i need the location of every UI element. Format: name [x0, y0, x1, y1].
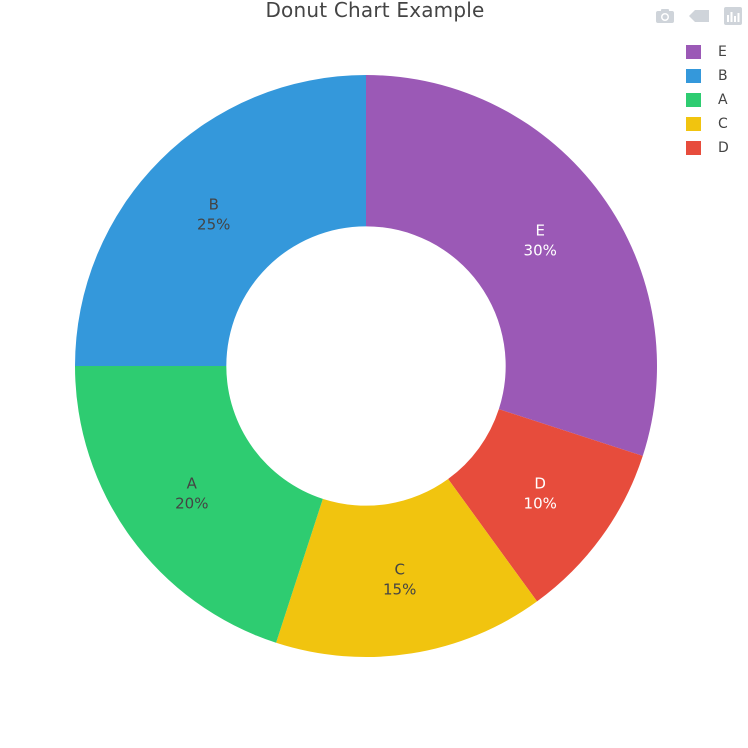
slice-e[interactable]: [366, 75, 657, 456]
slice-label-a: A: [187, 475, 198, 493]
legend-item-c[interactable]: C: [686, 112, 729, 136]
legend-item-a[interactable]: A: [686, 88, 729, 112]
legend-label-a: A: [718, 92, 728, 108]
legend-label-b: B: [718, 68, 728, 84]
legend: E B A C D: [686, 40, 729, 160]
plotly-logo-icon[interactable]: [722, 6, 744, 26]
slice-percent-e: 30%: [524, 241, 557, 259]
tag-icon[interactable]: [688, 6, 710, 26]
legend-label-d: D: [718, 140, 729, 156]
slice-d[interactable]: [448, 409, 643, 602]
camera-icon[interactable]: [654, 6, 676, 26]
slice-label-c: C: [394, 561, 404, 579]
slice-percent-d: 10%: [524, 495, 557, 513]
slice-label-b: B: [209, 196, 219, 214]
legend-swatch-e: [686, 45, 701, 59]
legend-item-e[interactable]: E: [686, 40, 729, 64]
modebar: [654, 6, 744, 26]
slice-c[interactable]: [276, 479, 538, 657]
legend-swatch-a: [686, 93, 701, 107]
legend-swatch-d: [686, 141, 701, 155]
legend-label-e: E: [718, 44, 727, 60]
slice-a[interactable]: [75, 366, 323, 643]
slice-label-e: E: [535, 221, 544, 239]
chart-title: Donut Chart Example: [265, 0, 485, 22]
legend-item-b[interactable]: B: [686, 64, 729, 88]
legend-item-d[interactable]: D: [686, 136, 729, 160]
slice-percent-b: 25%: [197, 216, 230, 234]
slice-label-d: D: [534, 475, 546, 493]
slice-percent-a: 20%: [175, 495, 208, 513]
legend-swatch-b: [686, 69, 701, 83]
legend-label-c: C: [718, 116, 728, 132]
slice-b[interactable]: [75, 75, 366, 366]
legend-swatch-c: [686, 117, 701, 131]
slice-percent-c: 15%: [383, 581, 416, 599]
